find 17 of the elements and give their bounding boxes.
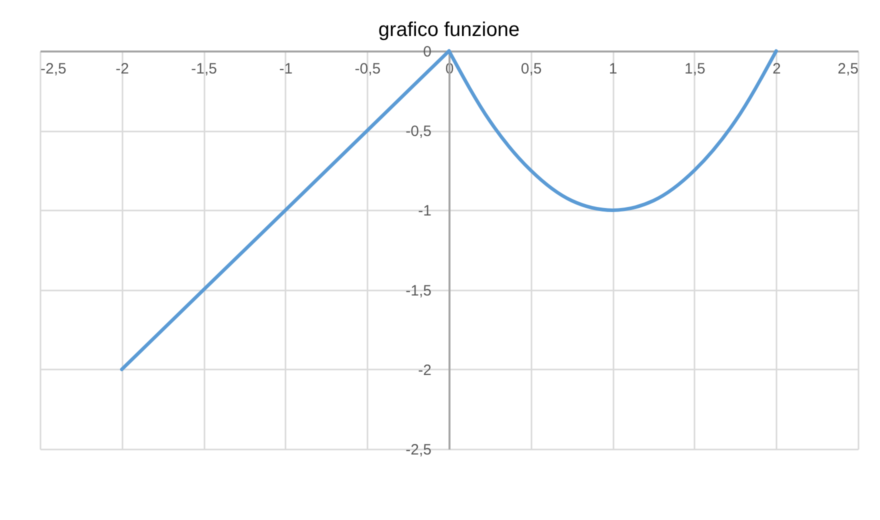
y-tick-label: -2,5	[406, 442, 432, 458]
x-tick-label: 1	[608, 60, 618, 78]
y-tick-label: -0,5	[406, 123, 432, 140]
y-tick-label: -1	[418, 202, 432, 220]
x-tick-label: -1,5	[191, 60, 218, 78]
x-tick-label: 2	[772, 60, 781, 78]
x-tick-label: -1	[279, 60, 293, 78]
x-tick-label: -0,5	[354, 60, 381, 78]
y-tick-label: 0	[423, 44, 432, 60]
y-tick-label: -1,5	[406, 282, 432, 300]
x-tick-label: -2	[116, 60, 129, 78]
x-tick-label: 1,5	[684, 60, 706, 78]
x-tick-label: 2,5	[838, 60, 858, 78]
chart-title: grafico funzione	[378, 19, 520, 41]
x-tick-label: 0,5	[520, 60, 542, 78]
y-tick-label: -2	[418, 362, 432, 379]
x-tick-label: -2,5	[40, 60, 66, 78]
